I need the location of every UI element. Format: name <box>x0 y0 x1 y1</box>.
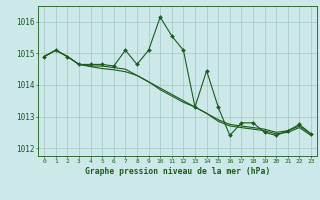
X-axis label: Graphe pression niveau de la mer (hPa): Graphe pression niveau de la mer (hPa) <box>85 167 270 176</box>
